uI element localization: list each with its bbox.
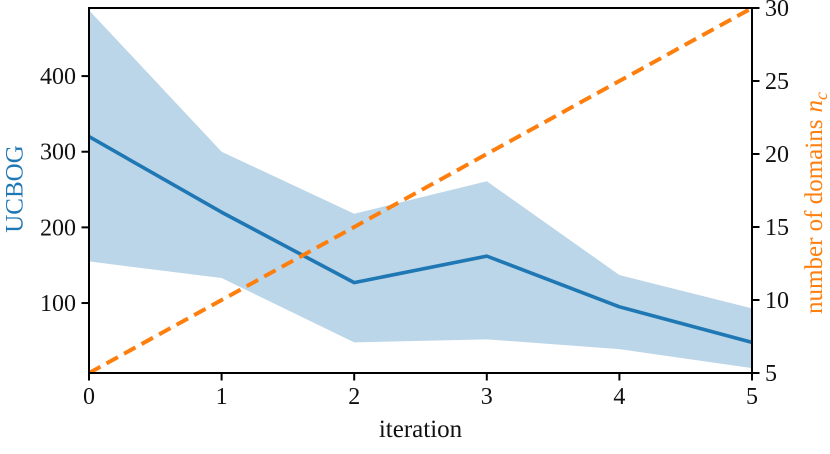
right-y-axis-label-math-sub: c <box>811 92 830 101</box>
right-y-tick-label: 15 <box>765 215 789 241</box>
x-tick-label: 2 <box>348 384 360 410</box>
left-y-tick-label: 200 <box>40 215 76 241</box>
right-y-axis-label: number of domains nc <box>800 92 830 314</box>
x-tick-label: 1 <box>216 384 228 410</box>
right-y-tick-label: 20 <box>765 142 789 168</box>
x-axis-label: iteration <box>378 416 463 443</box>
domains-line <box>89 8 752 373</box>
left-y-tick-label: 100 <box>40 291 76 317</box>
x-tick-label: 0 <box>83 384 95 410</box>
right-y-tick-label: 30 <box>765 0 789 22</box>
left-y-tick-label: 300 <box>40 140 76 166</box>
plot-area <box>89 8 752 373</box>
left-y-axis-label: UCBOG <box>1 145 29 233</box>
confidence-band <box>89 10 752 369</box>
ucbog-line <box>89 135 752 345</box>
x-tick-label: 5 <box>746 384 758 410</box>
right-y-axis-label-math-base: n <box>800 100 828 113</box>
x-tick-label: 3 <box>481 384 493 410</box>
axes-frame <box>88 7 753 374</box>
right-y-axis-label-text: number of domains <box>800 119 828 314</box>
x-tick-label: 4 <box>613 384 625 410</box>
right-y-tick-label: 5 <box>765 361 777 387</box>
right-y-tick-label: 25 <box>765 69 789 95</box>
right-y-tick-label: 10 <box>765 288 789 314</box>
left-y-tick-label: 400 <box>40 64 76 90</box>
